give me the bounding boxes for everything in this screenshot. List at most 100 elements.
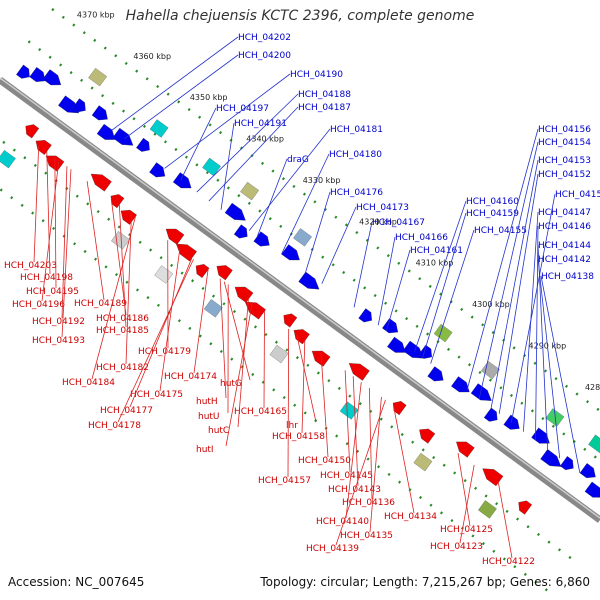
- forward-label-leader: [537, 258, 561, 459]
- scale-label: 4300 kbp: [472, 300, 510, 309]
- forward-label-leader: [220, 122, 235, 210]
- page-title: Hahella chejuensis KCTC 2396, complete g…: [125, 8, 475, 24]
- reverse-label-leader: [459, 464, 475, 544]
- forward-label-leader: [490, 159, 539, 409]
- reverse-gene: [110, 194, 125, 209]
- reverse-gene-label: hutG: [220, 379, 242, 389]
- reverse-label-leader: [46, 151, 51, 275]
- reverse-gene-label: HCH_04178: [88, 421, 141, 431]
- forward-gene: [584, 481, 600, 498]
- forward-gene: [418, 344, 432, 359]
- feature-block: [480, 360, 500, 380]
- reverse-gene-label: HCH_04195: [26, 287, 79, 297]
- reverse-gene-label: HCH_04145: [320, 471, 373, 481]
- forward-gene-label: HCH_04167: [372, 218, 425, 228]
- reverse-gene: [456, 441, 475, 458]
- scale-label: 4350 kbp: [190, 93, 228, 102]
- forward-gene: [427, 366, 444, 382]
- reverse-gene: [120, 209, 137, 225]
- forward-label-leader: [430, 229, 475, 364]
- forward-gene: [382, 318, 399, 334]
- forward-label-leader: [305, 191, 331, 273]
- forward-gene-label: draG: [287, 155, 309, 165]
- reverse-label-leader: [86, 181, 105, 301]
- reverse-gene-label: HCH_04157: [258, 476, 311, 486]
- forward-gene: [540, 449, 562, 467]
- feature-block: [269, 344, 289, 364]
- forward-gene-label: HCH_04181: [330, 125, 383, 135]
- feature-block: [413, 452, 433, 472]
- genome-summary: Topology: circular; Length: 7,215,267 bp…: [260, 575, 590, 589]
- forward-gene: [72, 98, 86, 113]
- forward-gene: [91, 105, 108, 121]
- forward-gene: [387, 336, 406, 353]
- reverse-gene-label: HCH_04150: [298, 456, 351, 466]
- scale-label: 4360 kbp: [133, 52, 171, 61]
- reverse-gene: [419, 428, 436, 444]
- reverse-label-leader: [129, 257, 193, 408]
- reverse-gene-label: HCH_04182: [96, 363, 149, 373]
- reverse-gene-label: HCH_04136: [342, 498, 395, 508]
- forward-gene: [16, 64, 30, 79]
- forward-gene-label: HCH_04156: [538, 125, 591, 135]
- reverse-gene-label: hutH: [196, 397, 218, 407]
- reverse-gene: [293, 329, 310, 345]
- forward-gene: [483, 407, 498, 422]
- forward-label-leader: [353, 221, 373, 308]
- reverse-label-leader: [117, 258, 194, 423]
- reverse-label-leader: [41, 160, 60, 302]
- reverse-gene-label: HCH_04177: [100, 406, 153, 416]
- feature-block: [588, 434, 600, 454]
- reverse-label-leader: [61, 166, 68, 319]
- forward-label-leader: [535, 225, 539, 441]
- forward-label-leader: [510, 193, 556, 423]
- reverse-gene: [348, 363, 370, 381]
- reverse-gene-label: hutI: [196, 445, 214, 455]
- forward-gene: [559, 456, 574, 471]
- reverse-gene: [482, 468, 504, 487]
- forward-label-leader: [111, 36, 239, 131]
- feature-block: [202, 157, 221, 177]
- reverse-label-leader: [335, 399, 386, 546]
- feature-block: [293, 228, 312, 247]
- forward-gene-label: HCH_04191: [234, 119, 287, 129]
- reverse-gene: [518, 500, 533, 515]
- reverse-gene-label: HCH_04179: [138, 347, 191, 357]
- forward-label-leader: [414, 200, 467, 352]
- feature-block: [0, 149, 16, 169]
- forward-gene-label: HCH_04161: [410, 246, 463, 256]
- forward-gene-label: HCH_04197: [216, 104, 269, 114]
- forward-label-leader: [537, 244, 549, 450]
- reverse-label-leader: [61, 169, 72, 338]
- reverse-gene-label: hutC: [208, 426, 229, 436]
- reverse-label-leader: [237, 299, 249, 428]
- reverse-label-leader: [263, 311, 265, 409]
- forward-gene-label: HCH_04144: [538, 241, 591, 251]
- forward-gene: [233, 224, 248, 239]
- reverse-gene-label: HCH_04134: [384, 512, 437, 522]
- forward-label-leader: [180, 107, 217, 181]
- scale-label: 4330 kbp: [303, 176, 341, 185]
- reverse-label-leader: [457, 453, 471, 527]
- scale-label: 4320 kbp: [359, 217, 397, 226]
- reverse-gene: [216, 265, 233, 281]
- reverse-gene-label: HCH_04192: [32, 317, 85, 327]
- reverse-label-leader: [287, 328, 290, 478]
- reverse-label-leader: [54, 157, 57, 289]
- forward-gene: [298, 271, 320, 290]
- reverse-gene-label: HCH_04175: [130, 390, 183, 400]
- forward-gene: [112, 127, 134, 146]
- forward-gene: [42, 69, 62, 86]
- forward-label-leader: [164, 73, 291, 169]
- feature-block: [433, 323, 453, 343]
- reverse-label-leader: [320, 352, 329, 458]
- reverse-label-leader: [344, 370, 351, 473]
- reverse-gene: [90, 173, 112, 192]
- forward-label-leader: [422, 212, 467, 358]
- genome-axis: [0, 77, 600, 523]
- feature-block: [111, 231, 130, 250]
- forward-gene-label: HCH_04154: [538, 138, 591, 148]
- reverse-gene-label: HCH_04186: [96, 314, 149, 324]
- feature-block: [478, 500, 497, 519]
- reverse-gene-label: HCH_04139: [306, 544, 359, 554]
